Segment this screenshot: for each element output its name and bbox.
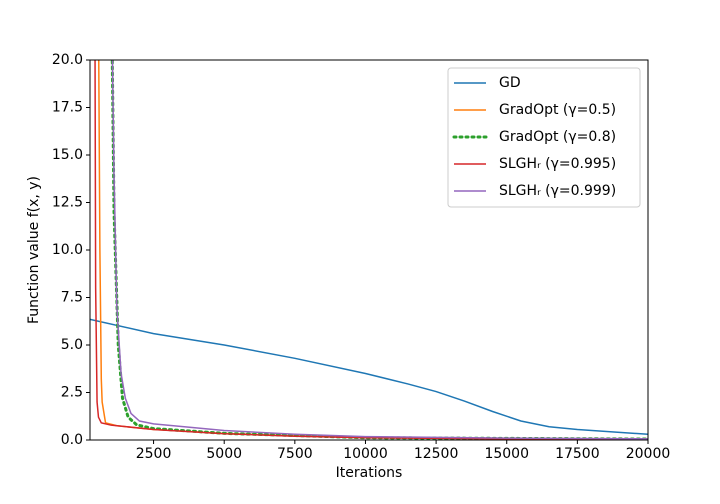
y-tick-label: 20.0 [52, 52, 83, 68]
legend-label: SLGHᵣ (γ=0.999) [499, 183, 616, 199]
y-tick-label: 10.0 [52, 242, 83, 258]
y-tick-label: 12.5 [52, 195, 83, 211]
legend-label: GD [499, 75, 521, 91]
x-tick-label: 17500 [555, 446, 600, 462]
x-tick-label: 10000 [343, 446, 388, 462]
x-tick-label: 15000 [484, 446, 529, 462]
series-line [111, 60, 648, 440]
legend-label: GradOpt (γ=0.5) [499, 102, 616, 118]
y-axis-label: Function value f(x, y) [26, 176, 42, 324]
x-axis-label: Iterations [336, 465, 403, 481]
x-tick-label: 7500 [277, 446, 313, 462]
y-tick-label: 0.0 [61, 432, 83, 448]
y-tick-label: 2.5 [61, 385, 83, 401]
series-line [90, 318, 648, 436]
legend-box [447, 67, 641, 208]
series-line [94, 60, 648, 440]
legend: GD GradOpt (γ=0.5) GradOpt (γ=0.8) SLGHᵣ (γ… [447, 67, 641, 208]
x-tick-label: 5000 [206, 446, 242, 462]
x-tick-label: 12500 [414, 446, 459, 462]
y-tick-label: 15.0 [52, 147, 83, 163]
y-tick-label: 5.0 [61, 337, 83, 353]
x-tick-label: 2500 [136, 446, 172, 462]
legend-label: GradOpt (γ=0.8) [499, 129, 616, 145]
x-tick-label: 20000 [626, 446, 671, 462]
y-tick-label: 7.5 [61, 290, 83, 306]
y-tick-label: 17.5 [52, 100, 83, 116]
plot-area [90, 60, 648, 440]
legend-label: SLGHᵣ (γ=0.995) [499, 156, 616, 172]
